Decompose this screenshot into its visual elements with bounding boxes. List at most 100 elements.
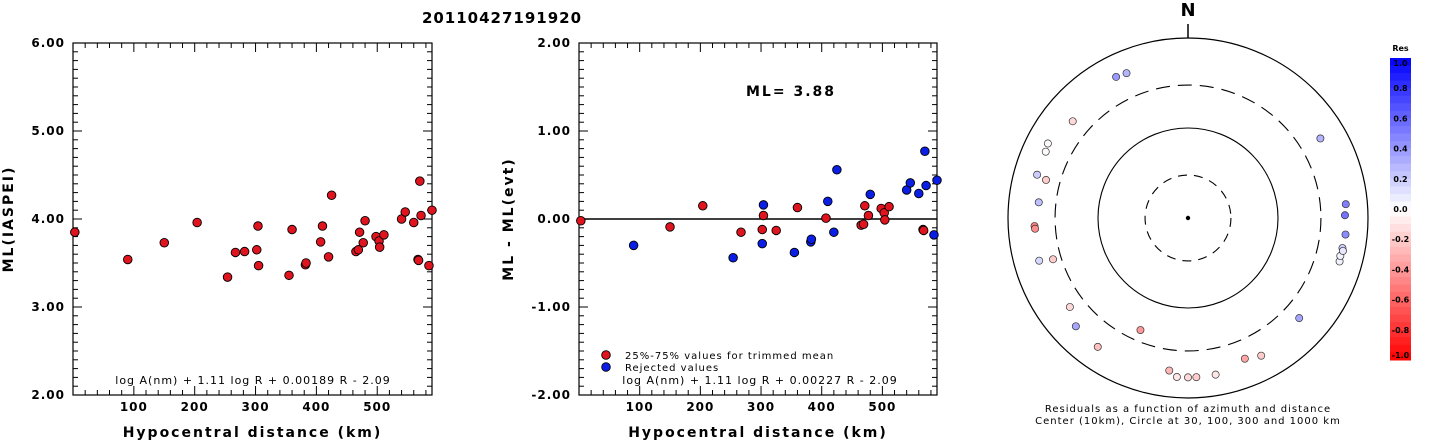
y-tick-label: 3.00 [31,300,65,314]
data-point [253,260,264,271]
ml-vs-distance-plot: 100 200 300 400 500 2.00 3.00 4.00 5.00 6.00 Hypoc… [1,36,437,441]
colorbar-segment [1390,193,1411,202]
colorbar-segment [1390,261,1411,270]
y-tick-label: 1.00 [537,124,571,138]
colorbar-tick-label: 0.0 [1393,205,1408,214]
legend-label: 25%-75% values for trimmed mean [625,351,834,362]
station-residual-point [1316,134,1325,143]
colorbar-segment [1390,103,1411,112]
station-residual-point [1031,224,1040,233]
colorbar-segment [1390,216,1411,225]
data-point [192,217,202,228]
colorbar-tick-label: -1.0 [1392,351,1410,360]
colorbar-segment [1390,292,1411,301]
colorbar-segment [1390,133,1411,142]
colorbar-segment [1390,276,1411,285]
rejected-point [921,180,931,191]
station-residual-point [1068,117,1077,126]
rejected-point [789,247,800,258]
data-point [252,245,262,255]
colorbar-segment [1390,80,1411,89]
colorbar-segment [1390,110,1411,119]
data-point [379,230,389,240]
trimmed-mean-point [576,216,586,226]
colorbar-segment [1390,344,1411,353]
azimuth-residual-polar-plot: N Residuals as a function of azimuth and … [1007,0,1369,427]
station-residual-point [1257,351,1266,360]
station-residual-point [1049,255,1057,264]
rejected-point [932,175,942,186]
colorbar-tick-label: -0.4 [1392,265,1410,274]
y-tick-label: -1.00 [531,300,571,314]
x-tick-label: 200 [181,400,209,414]
rejected-point [920,146,930,156]
station-residual-point [1034,198,1043,207]
colorbar-segment [1390,307,1411,316]
data-point [239,246,250,257]
colorbar-segment [1390,148,1411,157]
colorbar-tick-label: -0.8 [1392,326,1410,335]
x-axis-label: Hypocentral distance (km) [123,425,383,441]
x-axis-label: Hypocentral distance (km) [628,425,888,441]
data-point [374,242,385,252]
station-residual-point [1240,354,1249,363]
station-residual-point [1041,147,1050,156]
data-point [123,254,133,265]
circle-100km [1097,127,1279,309]
caption-line-2: Center (10km), Circle at 30, 100, 300 an… [1035,416,1341,427]
trimmed-mean-point [698,201,708,211]
x-tick-label: 400 [808,400,836,414]
station-residual-point [1295,314,1304,323]
data-point [70,227,80,237]
colorbar-segment [1390,88,1411,97]
figure-title: 20110427191920 [422,9,582,27]
station-residual-point [1184,373,1192,382]
data-point [315,237,326,247]
station-residual-point [1192,373,1201,382]
trimmed-mean-point [884,201,894,212]
formula-label: log A(nm) + 1.11 log R + 0.00227 R - 2.0… [622,374,897,387]
x-tick-label: 400 [302,400,330,414]
trimmed-mean-point [918,225,929,236]
y-tick-label: 4.00 [31,212,65,226]
trimmed-mean-point [821,213,831,223]
colorbar-segment [1390,186,1411,195]
trimmed-mean-point [758,210,769,221]
data-point [284,270,294,281]
x-tick-label: 200 [686,400,714,414]
station-residual-point [1338,246,1347,255]
colorbar-tick-label: 0.4 [1393,145,1408,154]
colorbar-tick-label: 1.0 [1393,59,1408,68]
colorbar-segment [1390,58,1411,67]
rejected-point [929,230,939,240]
trimmed-mean-point [757,224,767,235]
data-point [415,176,425,186]
data-point [253,221,263,231]
epicenter-dot [1185,215,1191,221]
data-point [424,260,434,271]
trimmed-mean-point [665,222,675,232]
colorbar-segment [1390,201,1411,210]
station-residual-point [1112,72,1121,81]
north-label: N [1180,0,1195,21]
station-residual-point [1172,373,1181,381]
station-residual-point [1065,303,1074,311]
rejected-point [823,196,833,207]
y-tick-label: 2.00 [537,36,571,50]
station-residual-point [1033,170,1042,179]
colorbar-segment [1390,269,1411,278]
data-point [323,252,334,262]
legend-label: Rejected values [625,363,719,374]
colorbar-segment [1390,209,1411,218]
rejected-point [914,188,924,199]
data-point [358,238,368,248]
x-tick-label: 500 [363,400,391,414]
station-residual-point [1136,326,1145,334]
formula-label: log A(nm) + 1.11 log R + 0.00189 R - 2.0… [115,374,390,387]
colorbar-segment [1390,171,1411,180]
station-residual-point [1043,139,1052,148]
colorbar-tick-label: 0.2 [1393,175,1407,184]
rejected-point [728,252,738,263]
colorbar-segment [1390,314,1411,323]
trimmed-mean-point [863,210,874,221]
